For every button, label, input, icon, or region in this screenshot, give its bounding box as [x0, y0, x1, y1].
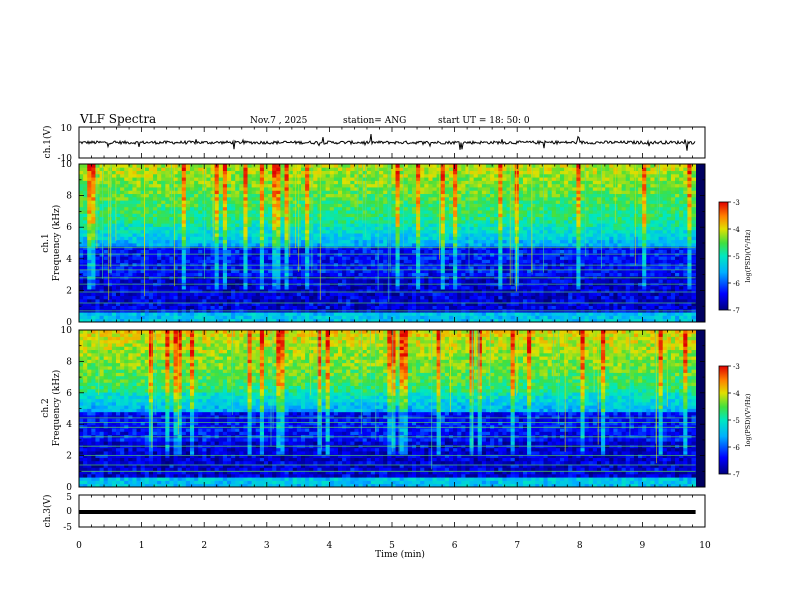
colorbar-tick-label: -7	[733, 307, 740, 315]
colorbar-tick-label: -4	[733, 390, 740, 398]
ch1-spectrogram-image	[79, 164, 697, 323]
x-tick-label: 6	[452, 541, 458, 551]
x-tick-label: 1	[139, 541, 145, 551]
y-tick-label: 0	[66, 483, 72, 493]
colorbar-tick-label: -4	[733, 226, 740, 234]
ch1-colorbar-label: log(PSD)(V²/Hz)	[744, 229, 752, 282]
x-tick-label: 10	[699, 541, 711, 551]
ch1-spectrogram-xticks	[78, 164, 706, 322]
x-tick-label: 9	[640, 541, 646, 551]
ch3-ytick-mid: 0	[66, 507, 72, 517]
y-tick-label: 4	[66, 255, 72, 265]
y-tick-label: 6	[66, 223, 72, 233]
y-tick-label: 4	[66, 420, 72, 430]
colorbar-tick-label: -5	[733, 417, 740, 425]
ch1-colorbar	[718, 201, 729, 311]
ch1-waveform-line	[78, 134, 696, 151]
ch2-colorbar	[718, 365, 729, 475]
ch3-ytick-bottom: -5	[63, 523, 72, 533]
y-tick-label: 10	[61, 326, 73, 336]
ch3-waveform-line	[79, 510, 696, 514]
start-time-label: start UT = 18: 50: 0	[438, 116, 530, 126]
ch2-spectrogram-ylabel-line1: ch.2	[41, 398, 51, 417]
ch3-waveform-xticks	[78, 495, 706, 527]
figure-title: VLF Spectra	[79, 112, 156, 126]
ch1-ytick-bottom: -10	[58, 154, 73, 164]
x-tick-label: 5	[389, 541, 395, 551]
ch1-waveform-panel: 10 -10 ch.1(V)	[42, 124, 706, 164]
colorbar-tick-label: -7	[733, 471, 740, 479]
x-tick-label: 3	[264, 541, 270, 551]
y-tick-label: 6	[66, 389, 72, 399]
ch3-ytick-top: 5	[66, 493, 72, 503]
ch1-waveform-ylabel: ch.1(V)	[42, 126, 53, 159]
colorbar-tick-label: -5	[733, 253, 740, 261]
ch1-ytick-top: 10	[61, 124, 73, 134]
colorbar-tick-label: -3	[733, 363, 740, 371]
y-tick-label: 8	[66, 192, 72, 202]
ch2-colorbar-ticks: -3 -4 -5 -6 -7	[728, 363, 740, 479]
y-tick-label: 10	[61, 160, 73, 170]
ch2-spectrogram-image	[79, 330, 697, 488]
x-tick-label: 0	[76, 541, 82, 551]
colorbar-tick-label: -6	[733, 280, 740, 288]
y-tick-label: 2	[66, 452, 72, 462]
colorbar-tick-label: -3	[733, 199, 740, 207]
x-tick-label: 2	[201, 541, 207, 551]
ch3-waveform-panel: 5 0 -5 ch.3(V)	[42, 493, 706, 533]
x-tick-label: 8	[577, 541, 583, 551]
y-tick-label: 8	[66, 357, 72, 367]
ch3-waveform-ylabel: ch.3(V)	[42, 495, 53, 528]
ch1-colorbar-ticks: -3 -4 -5 -6 -7	[728, 199, 740, 315]
ch2-spectrogram-yticks: 0 2 4 6 8 10	[61, 326, 705, 493]
station-label: station= ANG	[343, 116, 406, 126]
y-tick-label: 0	[66, 318, 72, 328]
colorbar-tick-label: -6	[733, 444, 740, 452]
ch1-spectrogram-yticks: 0 2 4 6 8 10	[61, 160, 705, 328]
y-tick-label: 2	[66, 286, 72, 296]
ch1-spectrogram-ylabel-line1: ch.1	[41, 233, 51, 252]
ch2-colorbar-label: log(PSD)(V²/Hz)	[744, 393, 752, 446]
x-axis-label: Time (min)	[375, 549, 425, 560]
ch2-spectrogram-xticks	[78, 330, 706, 487]
ch2-spectrogram-ylabel-line2: Frequency (kHz)	[51, 370, 62, 447]
x-tick-label: 4	[327, 541, 333, 551]
ch1-spectrogram-ylabel-line2: Frequency (kHz)	[51, 205, 62, 282]
ch1-waveform-xticks	[78, 127, 706, 158]
x-axis-tick-labels: 0 1 2 3 4 5 6 7 8 9 10	[76, 541, 711, 551]
date-label: Nov.7 , 2025	[250, 116, 308, 126]
x-tick-label: 7	[514, 541, 520, 551]
